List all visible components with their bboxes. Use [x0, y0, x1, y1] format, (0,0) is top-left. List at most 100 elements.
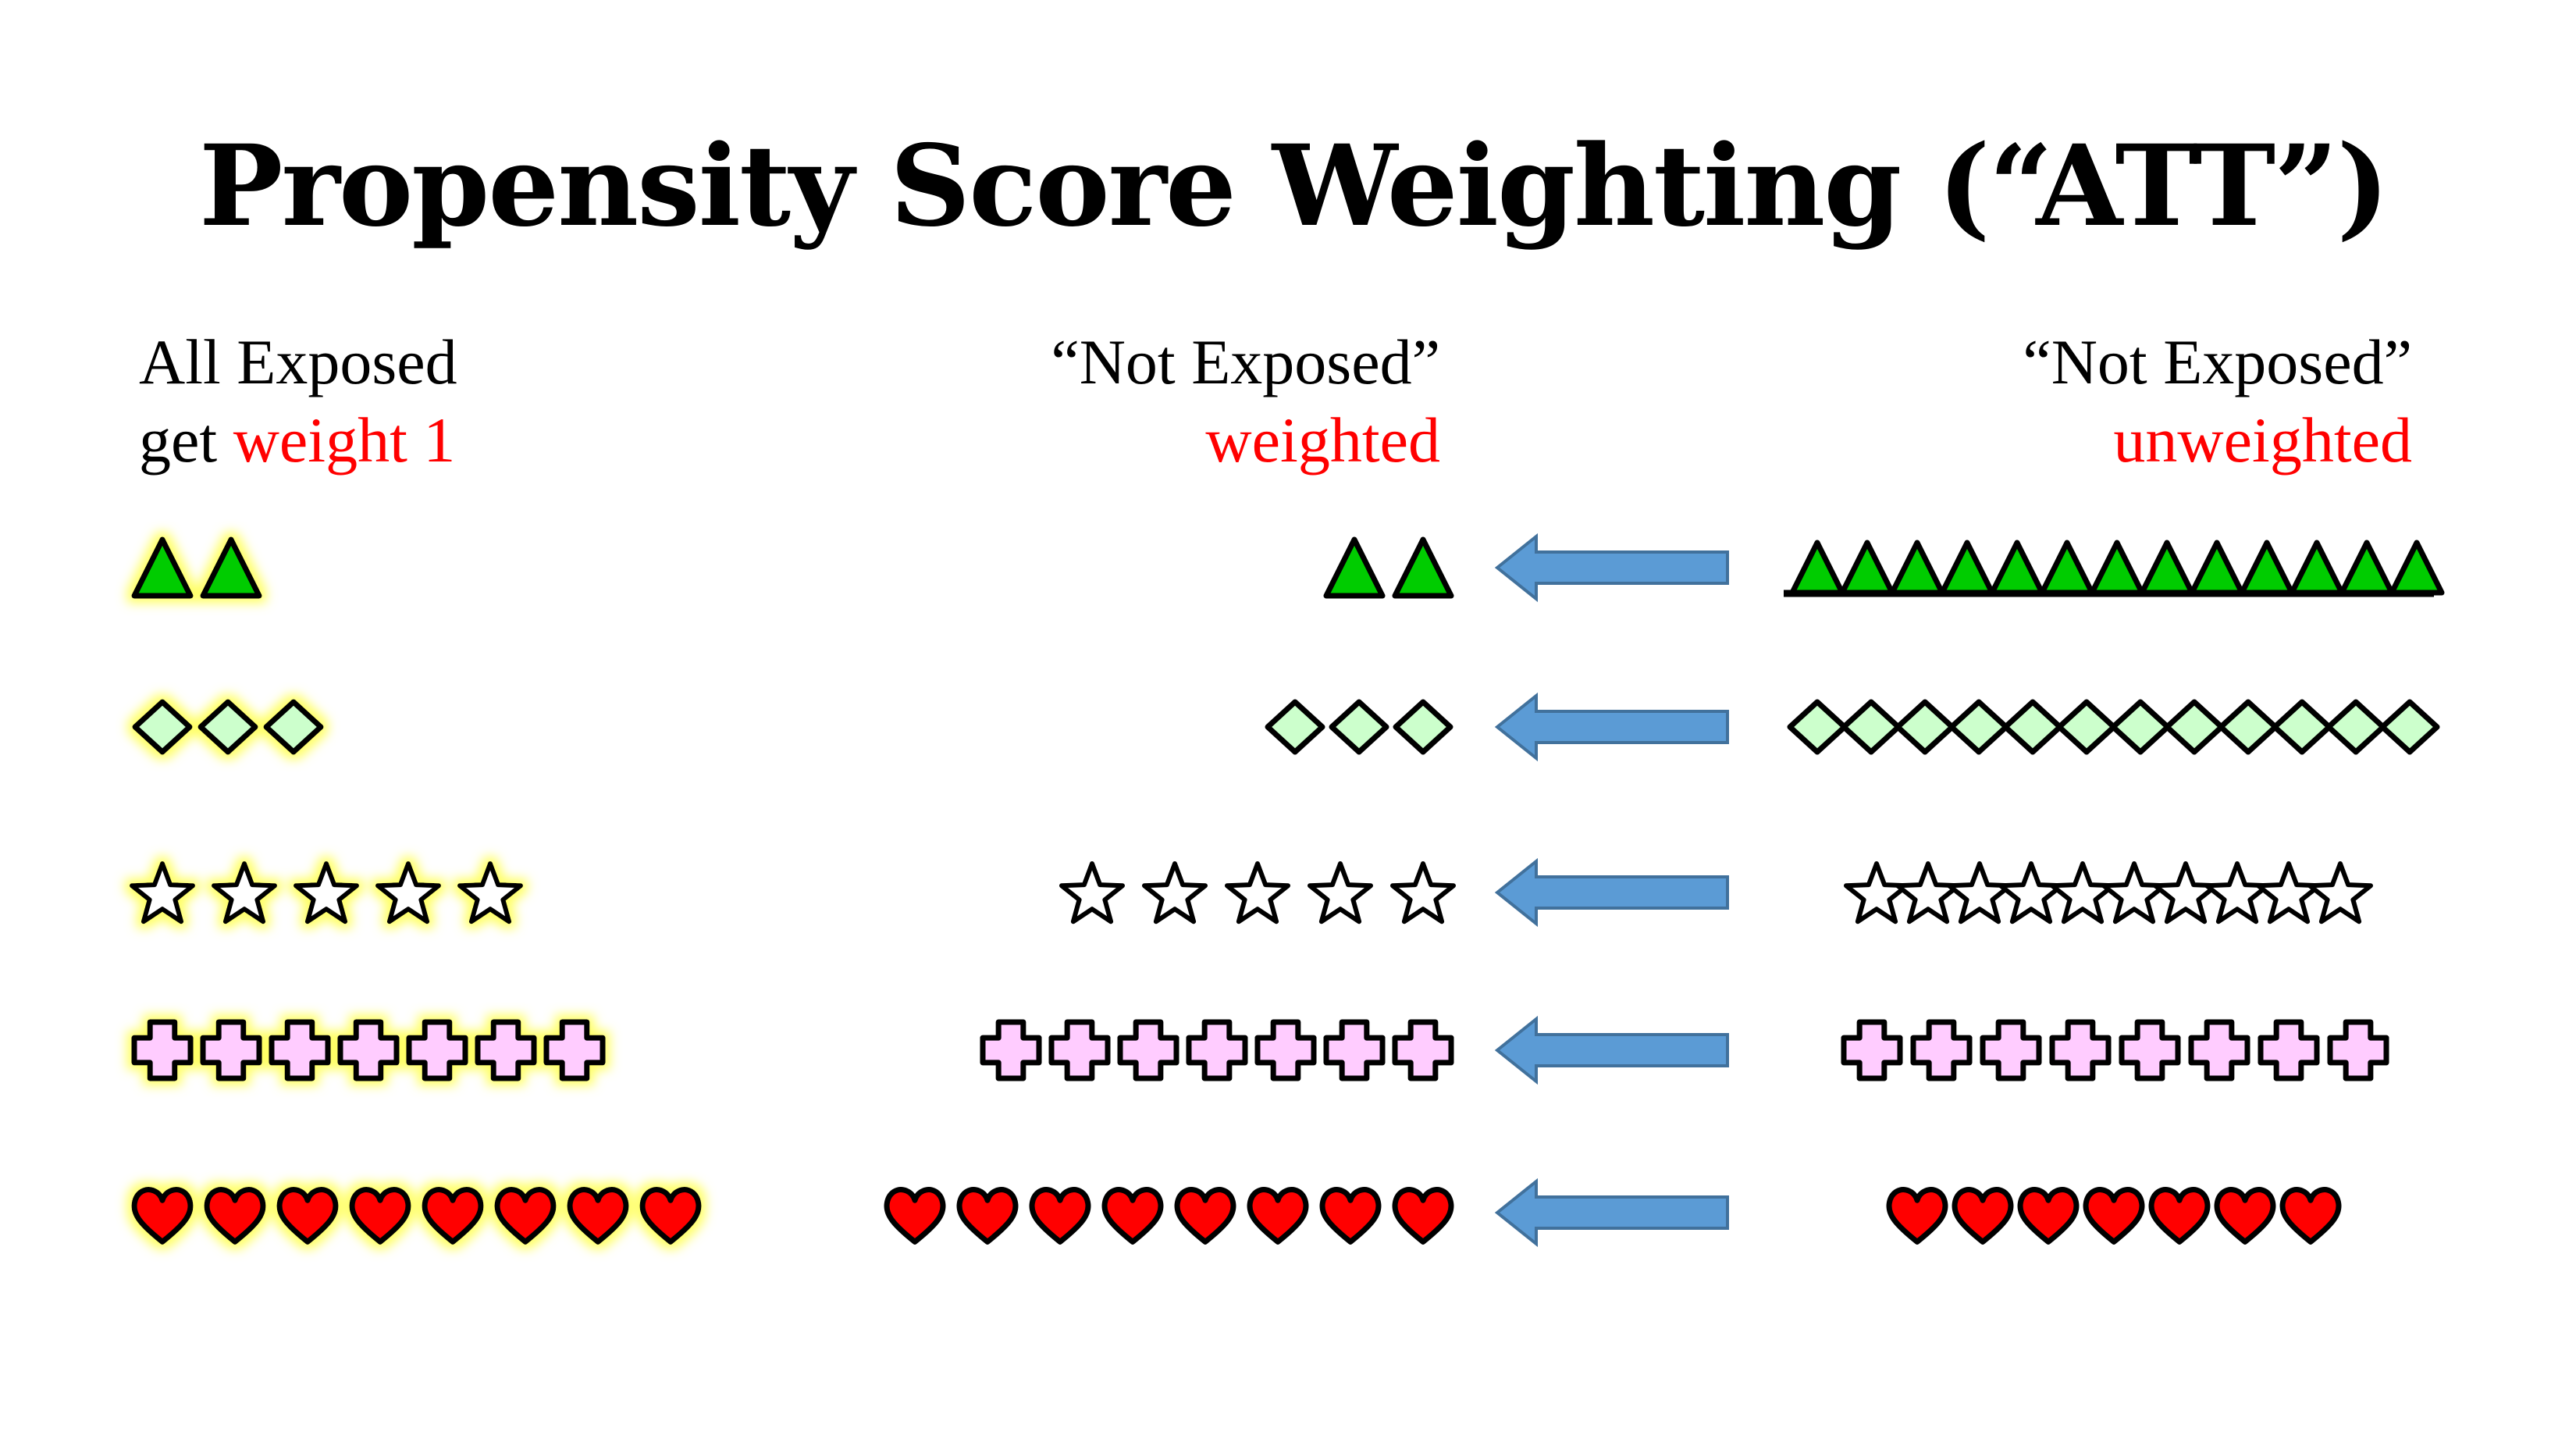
star-icon [1895, 861, 1961, 925]
unweighted-header-line2: unweighted [2113, 404, 2412, 476]
exposed-header-highlight: weight 1 [233, 404, 456, 476]
diamond-icon [1841, 699, 1902, 755]
weighted-group [1059, 861, 1456, 925]
triangle-icon [200, 536, 262, 599]
diamond-icon [263, 699, 324, 755]
unweighted-group [1844, 861, 2373, 925]
exposed-header-line1: All Exposed [139, 326, 457, 397]
unweighted-group [1841, 1019, 2389, 1081]
cross-icon [543, 1019, 606, 1081]
diamond-icon [2272, 699, 2332, 755]
heart-icon [494, 1187, 557, 1245]
exposed-group [131, 1019, 606, 1081]
weighted-header-line2: weighted [1205, 404, 1440, 476]
diamond-icon [1895, 699, 1955, 755]
star-icon [2101, 861, 2167, 925]
left-arrow-icon [1494, 692, 1729, 762]
shape-row [131, 1177, 2342, 1248]
cross-icon [1841, 1019, 1903, 1081]
triangle-icon [1989, 540, 2045, 596]
cross-icon [1910, 1019, 1973, 1081]
shape-row [132, 692, 2440, 762]
exposed-group [130, 861, 523, 925]
weighted-group [980, 1019, 1454, 1081]
star-icon [212, 861, 277, 925]
cross-icon [131, 1019, 194, 1081]
diamond-icon [2110, 699, 2171, 755]
diamond-icon [1265, 699, 1325, 755]
exposed-header: All Exposed get weight 1 [139, 323, 457, 479]
triangle-icon [1392, 536, 1454, 599]
star-icon [1308, 861, 1373, 925]
heart-icon [2083, 1187, 2145, 1245]
diamond-icon [132, 699, 193, 755]
diamond-icon [2379, 699, 2440, 755]
star-icon [1844, 861, 1909, 925]
exposed-group [131, 1187, 702, 1245]
heart-icon [2017, 1187, 2080, 1245]
slide-title: Propensity Score Weighting (“ATT”) [199, 120, 2389, 251]
left-arrow-icon [1494, 1177, 1729, 1248]
star-icon [130, 861, 195, 925]
diamond-icon [2056, 699, 2117, 755]
star-icon [2307, 861, 2373, 925]
star-icon [457, 861, 523, 925]
triangle-icon [2389, 540, 2445, 596]
triangle-icon [131, 536, 194, 599]
shape-row [131, 533, 2445, 603]
left-arrow-icon [1494, 1015, 1729, 1085]
star-icon [1225, 861, 1290, 925]
triangle-icon [2339, 540, 2395, 596]
heart-icon [956, 1187, 1019, 1245]
triangle-icon [2239, 540, 2295, 596]
triangle-icon [2289, 540, 2345, 596]
diamond-icon [197, 699, 258, 755]
star-icon [1059, 861, 1125, 925]
shape-row [131, 1015, 2389, 1085]
diamond-icon [1948, 699, 2009, 755]
unweighted-group [1886, 1187, 2342, 1245]
heart-icon [131, 1187, 194, 1245]
weighted-header-line1: “Not Exposed” [1051, 326, 1440, 397]
weighted-group [1265, 699, 1453, 755]
diamond-icon [2164, 699, 2225, 755]
unweighted-group [1789, 540, 2445, 596]
unweighted-header: “Not Exposed” unweighted [2023, 323, 2412, 479]
heart-icon [1952, 1187, 2014, 1245]
heart-icon [639, 1187, 702, 1245]
left-arrow-icon [1494, 857, 1729, 928]
star-icon [1390, 861, 1456, 925]
star-icon [2256, 861, 2322, 925]
cross-icon [269, 1019, 331, 1081]
exposed-header-line2: get weight 1 [139, 401, 457, 479]
heart-icon [276, 1187, 339, 1245]
cross-icon [406, 1019, 468, 1081]
cross-icon [1186, 1019, 1248, 1081]
cross-icon [1392, 1019, 1454, 1081]
cross-icon [1980, 1019, 2042, 1081]
heart-icon [2148, 1187, 2211, 1245]
weighted-group [884, 1187, 1454, 1245]
heart-icon [567, 1187, 629, 1245]
diamond-icon [1787, 699, 1848, 755]
heart-icon [2214, 1187, 2276, 1245]
star-icon [2153, 861, 2218, 925]
triangle-icon [2139, 540, 2195, 596]
heart-icon [349, 1187, 411, 1245]
star-icon [2050, 861, 2115, 925]
heart-icon [1319, 1187, 1382, 1245]
heart-icon [1247, 1187, 1309, 1245]
heart-icon [1174, 1187, 1236, 1245]
star-icon [1947, 861, 2012, 925]
heart-icon [422, 1187, 484, 1245]
cross-icon [200, 1019, 262, 1081]
cross-icon [1117, 1019, 1179, 1081]
cross-icon [2049, 1019, 2112, 1081]
star-icon [294, 861, 359, 925]
star-icon [1142, 861, 1208, 925]
cross-icon [2327, 1019, 2389, 1081]
cross-icon [1254, 1019, 1317, 1081]
cross-icon [2188, 1019, 2250, 1081]
